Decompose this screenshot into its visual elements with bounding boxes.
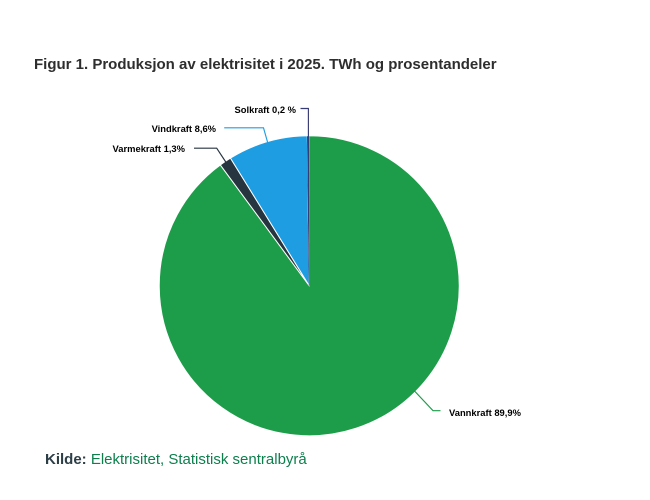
svg-text:Figur 1. Produksjon av elektri: Figur 1. Produksjon av elektrisitet i 20… xyxy=(34,56,497,73)
svg-text:Vindkraft 8,6%: Vindkraft 8,6% xyxy=(152,123,217,134)
svg-text:Kilde: Elektrisitet, Statistis: Kilde: Elektrisitet, Statistisk sentralb… xyxy=(45,451,307,468)
svg-text:Vannkraft 89,9%: Vannkraft 89,9% xyxy=(449,407,522,418)
svg-text:Varmekraft 1,3%: Varmekraft 1,3% xyxy=(113,143,186,154)
svg-text:Solkraft 0,2 %: Solkraft 0,2 % xyxy=(235,104,297,115)
